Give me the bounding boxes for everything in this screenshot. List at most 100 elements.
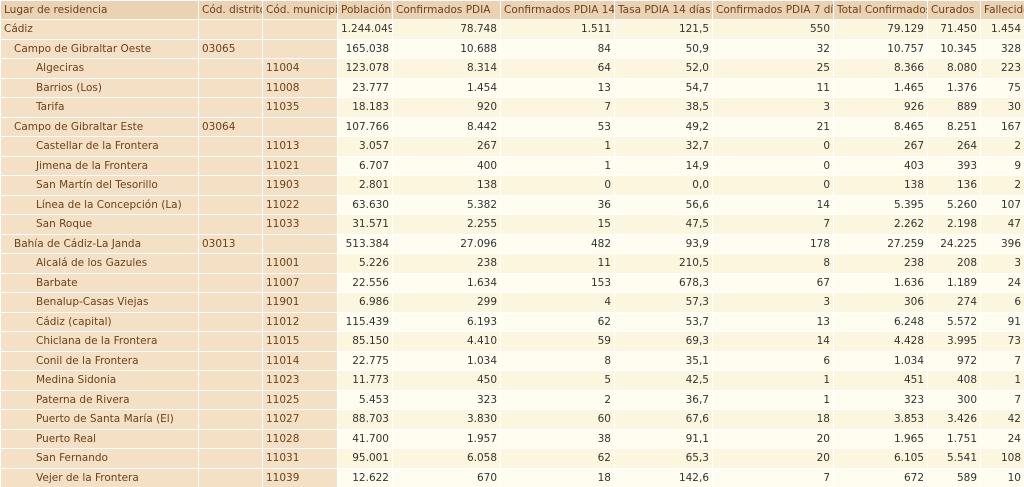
value-cell: 25 <box>712 58 834 79</box>
value-cell: 12.622 <box>337 467 393 487</box>
value-cell: 121,5 <box>614 19 713 40</box>
value-cell: 482 <box>500 233 615 254</box>
value-cell: 393 <box>927 155 981 176</box>
place-cell: San Fernando <box>0 448 199 469</box>
value-cell: 6.707 <box>337 155 393 176</box>
value-cell: 400 <box>392 155 501 176</box>
place-cell: Bahía de Cádiz-La Janda <box>0 233 199 254</box>
value-cell: 208 <box>927 253 981 274</box>
table-row: Medina Sidonia 11023 11.773 450 5 42,5 1 451 408… <box>0 370 1024 391</box>
table-row: Paterna de Rivera 11025 5.453 323 2 36,7 1 323 3… <box>0 389 1024 410</box>
value-cell: 31.571 <box>337 214 393 235</box>
value-cell: 107.766 <box>337 116 393 137</box>
value-cell: 513.384 <box>337 233 393 254</box>
value-cell: 1.376 <box>927 77 981 98</box>
code-cell: 11025 <box>262 389 338 410</box>
code-cell <box>198 214 263 235</box>
value-cell: 22.556 <box>337 272 393 293</box>
value-cell: 1 <box>500 136 615 157</box>
code-cell <box>198 467 263 487</box>
value-cell: 2 <box>500 389 615 410</box>
value-cell: 36 <box>500 194 615 215</box>
value-cell: 10 <box>980 467 1024 487</box>
code-cell <box>262 116 338 137</box>
value-cell: 6 <box>712 350 834 371</box>
place-cell: Campo de Gibraltar Este <box>0 116 199 137</box>
code-cell: 11035 <box>262 97 338 118</box>
column-header: Confirmados PDIA <box>392 0 501 20</box>
code-cell: 11007 <box>262 272 338 293</box>
table-row: Tarifa 11035 18.183 920 7 38,5 3 926 889 30 <box>0 97 1024 118</box>
value-cell: 306 <box>833 292 928 313</box>
value-cell: 0 <box>712 155 834 176</box>
place-cell: Tarifa <box>0 97 199 118</box>
value-cell: 95.001 <box>337 448 393 469</box>
code-cell <box>198 331 263 352</box>
code-cell <box>262 38 338 59</box>
value-cell: 47,5 <box>614 214 713 235</box>
value-cell: 115.439 <box>337 311 393 332</box>
column-header: Tasa PDIA 14 días <box>614 0 713 20</box>
value-cell: 24 <box>980 272 1024 293</box>
code-cell: 11015 <box>262 331 338 352</box>
value-cell: 8.251 <box>927 116 981 137</box>
value-cell: 24 <box>980 428 1024 449</box>
code-cell: 11027 <box>262 409 338 430</box>
value-cell: 7 <box>980 350 1024 371</box>
value-cell: 0 <box>712 175 834 196</box>
value-cell: 20 <box>712 448 834 469</box>
value-cell: 1 <box>500 155 615 176</box>
table-row: San Roque 11033 31.571 2.255 15 47,5 7 2.262 2.1… <box>0 214 1024 235</box>
value-cell: 14 <box>712 194 834 215</box>
value-cell: 210,5 <box>614 253 713 274</box>
code-cell <box>198 19 263 40</box>
value-cell: 1.751 <box>927 428 981 449</box>
value-cell: 451 <box>833 370 928 391</box>
value-cell: 10.757 <box>833 38 928 59</box>
code-cell: 03013 <box>198 233 263 254</box>
place-cell: Campo de Gibraltar Oeste <box>0 38 199 59</box>
value-cell: 5.453 <box>337 389 393 410</box>
value-cell: 38 <box>500 428 615 449</box>
value-cell: 0,0 <box>614 175 713 196</box>
value-cell: 323 <box>833 389 928 410</box>
value-cell: 972 <box>927 350 981 371</box>
value-cell: 3 <box>712 97 834 118</box>
table-row: Chiclana de la Frontera 11015 85.150 4.410 5… <box>0 331 1024 352</box>
value-cell: 38,5 <box>614 97 713 118</box>
value-cell: 138 <box>392 175 501 196</box>
code-cell <box>262 233 338 254</box>
table-row: Puerto de Santa María (El) 11027 88.703 3.8… <box>0 409 1024 430</box>
value-cell: 300 <box>927 389 981 410</box>
code-cell <box>198 311 263 332</box>
place-cell: Barrios (Los) <box>0 77 199 98</box>
value-cell: 13 <box>500 77 615 98</box>
column-header: Población <box>337 0 393 20</box>
code-cell <box>198 370 263 391</box>
place-cell: Paterna de Rivera <box>0 389 199 410</box>
value-cell: 18.183 <box>337 97 393 118</box>
value-cell: 267 <box>833 136 928 157</box>
value-cell: 36,7 <box>614 389 713 410</box>
code-cell <box>198 292 263 313</box>
value-cell: 2.801 <box>337 175 393 196</box>
code-cell <box>262 19 338 40</box>
value-cell: 1.465 <box>833 77 928 98</box>
value-cell: 67,6 <box>614 409 713 430</box>
table-row: Barbate 11007 22.556 1.634 153 678,3 67 1.636 1.… <box>0 272 1024 293</box>
code-cell <box>198 136 263 157</box>
table-row: Castellar de la Frontera 11013 3.057 267 1 32… <box>0 136 1024 157</box>
value-cell: 5 <box>500 370 615 391</box>
value-cell: 165.038 <box>337 38 393 59</box>
value-cell: 6.193 <box>392 311 501 332</box>
code-cell: 11039 <box>262 467 338 487</box>
value-cell: 178 <box>712 233 834 254</box>
value-cell: 299 <box>392 292 501 313</box>
value-cell: 926 <box>833 97 928 118</box>
value-cell: 64 <box>500 58 615 79</box>
table-row: San Fernando 11031 95.001 6.058 62 65,3 20 6.10… <box>0 448 1024 469</box>
code-cell: 11901 <box>262 292 338 313</box>
code-cell <box>198 389 263 410</box>
value-cell: 0 <box>712 136 834 157</box>
value-cell: 18 <box>500 467 615 487</box>
